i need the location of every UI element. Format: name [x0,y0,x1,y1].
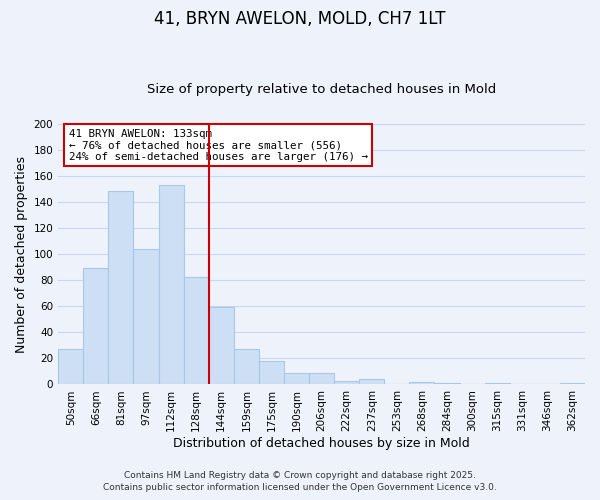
Bar [485,383,510,384]
Y-axis label: Number of detached properties: Number of detached properties [15,156,28,352]
Bar [83,268,109,384]
Text: 41, BRYN AWELON, MOLD, CH7 1LT: 41, BRYN AWELON, MOLD, CH7 1LT [154,10,446,28]
Bar [284,372,309,384]
Bar [209,308,234,384]
Title: Size of property relative to detached houses in Mold: Size of property relative to detached ho… [147,83,496,96]
X-axis label: Distribution of detached houses by size in Mold: Distribution of detached houses by size … [173,437,470,450]
Bar [158,185,184,384]
Text: 41 BRYN AWELON: 133sqm
← 76% of detached houses are smaller (556)
24% of semi-de: 41 BRYN AWELON: 133sqm ← 76% of detached… [69,129,368,162]
Bar [560,383,585,384]
Text: Contains HM Land Registry data © Crown copyright and database right 2025.
Contai: Contains HM Land Registry data © Crown c… [103,471,497,492]
Bar [58,349,83,384]
Bar [109,192,133,384]
Bar [309,372,334,384]
Bar [133,249,158,384]
Bar [334,380,359,384]
Bar [234,349,259,384]
Bar [359,379,385,384]
Bar [409,382,434,384]
Bar [259,361,284,384]
Bar [434,383,460,384]
Bar [184,278,209,384]
